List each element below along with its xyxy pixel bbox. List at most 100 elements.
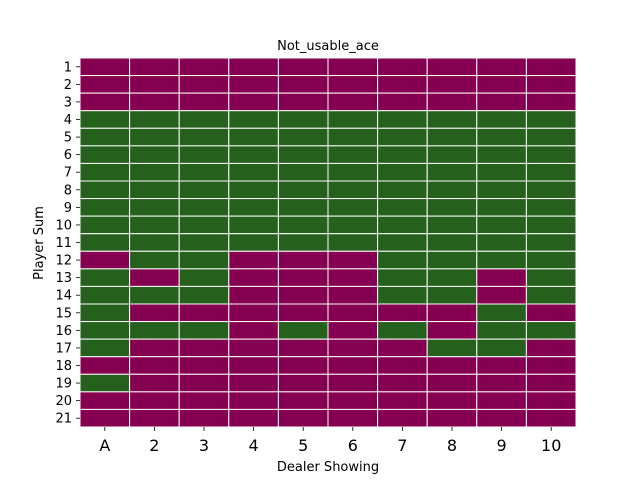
heatmap-cell xyxy=(178,110,230,129)
heatmap-cell xyxy=(426,75,478,94)
heatmap-cell xyxy=(476,303,527,323)
heatmap-cell xyxy=(377,75,428,94)
heatmap-cell xyxy=(228,233,279,252)
heatmap-cell xyxy=(228,303,279,323)
heatmap-cell xyxy=(327,285,379,305)
heatmap-cell xyxy=(129,250,180,270)
heatmap-cell xyxy=(327,92,379,112)
heatmap-cell xyxy=(476,127,527,147)
heatmap-cell xyxy=(327,162,379,182)
heatmap-cell xyxy=(525,92,577,112)
heatmap-cell xyxy=(228,321,279,340)
heatmap-cell xyxy=(228,215,279,235)
heatmap-cell xyxy=(476,180,527,200)
heatmap-cell xyxy=(277,198,329,217)
heatmap-cell xyxy=(79,356,131,375)
heatmap-cell xyxy=(327,57,379,77)
heatmap-cell xyxy=(476,268,527,287)
heatmap-cell xyxy=(79,338,131,358)
heatmap-cell xyxy=(178,303,230,323)
heatmap-cell xyxy=(129,391,180,410)
heatmap-cell xyxy=(129,92,180,112)
heatmap-cell xyxy=(178,162,230,182)
heatmap-cell xyxy=(476,110,527,129)
x-tick-label: 10 xyxy=(541,436,561,455)
heatmap-cell xyxy=(426,338,478,358)
heatmap-cell xyxy=(377,57,428,77)
heatmap-cell xyxy=(377,233,428,252)
heatmap-cell xyxy=(377,145,428,164)
heatmap-cell xyxy=(327,373,379,393)
heatmap-cell xyxy=(426,57,478,77)
heatmap-cell xyxy=(426,215,478,235)
heatmap-cell xyxy=(129,356,180,375)
heatmap-cell xyxy=(178,180,230,200)
heatmap-cell xyxy=(327,198,379,217)
heatmap-cell xyxy=(228,162,279,182)
heatmap-cell xyxy=(277,321,329,340)
heatmap-cell xyxy=(277,75,329,94)
heatmap-cell xyxy=(525,145,577,164)
heatmap-cell xyxy=(178,57,230,77)
heatmap-cell xyxy=(277,127,329,147)
heatmap-cell xyxy=(377,127,428,147)
heatmap-cell xyxy=(327,250,379,270)
heatmap-cell xyxy=(277,338,329,358)
heatmap-cell xyxy=(377,338,428,358)
heatmap-cell xyxy=(426,285,478,305)
heatmap-cell xyxy=(228,110,279,129)
heatmap-cell xyxy=(476,215,527,235)
y-tick-label: 16 xyxy=(55,324,72,339)
y-tick-label: 8 xyxy=(64,183,72,198)
heatmap-cell xyxy=(228,391,279,410)
heatmap-cell xyxy=(525,110,577,129)
heatmap-cell xyxy=(277,303,329,323)
y-tick-label: 12 xyxy=(55,254,72,269)
heatmap-cell xyxy=(79,373,131,393)
heatmap-cell xyxy=(525,162,577,182)
heatmap-cell xyxy=(228,198,279,217)
heatmap-cell xyxy=(525,356,577,375)
heatmap-cell xyxy=(277,268,329,287)
x-axis-title: Dealer Showing xyxy=(277,460,379,475)
heatmap-cell xyxy=(79,180,131,200)
heatmap-cell xyxy=(377,391,428,410)
heatmap-cell xyxy=(228,145,279,164)
heatmap-cell xyxy=(178,198,230,217)
heatmap-cell xyxy=(228,356,279,375)
heatmap-cell xyxy=(327,127,379,147)
heatmap-cell xyxy=(228,268,279,287)
heatmap-cell xyxy=(426,110,478,129)
heatmap-cell xyxy=(228,250,279,270)
heatmap-cell xyxy=(178,75,230,94)
x-tick-label: 5 xyxy=(298,436,308,455)
heatmap-cell xyxy=(525,285,577,305)
heatmap-cell xyxy=(426,250,478,270)
heatmap-cell xyxy=(129,215,180,235)
heatmap-cell xyxy=(129,408,180,428)
heatmap-cell xyxy=(277,408,329,428)
heatmap-cell xyxy=(228,57,279,77)
heatmap-cell xyxy=(178,338,230,358)
heatmap-cell xyxy=(476,338,527,358)
heatmap-cell xyxy=(129,127,180,147)
heatmap-cell xyxy=(377,303,428,323)
y-tick-label: 14 xyxy=(55,289,72,304)
heatmap-cell xyxy=(277,145,329,164)
y-tick-label: 2 xyxy=(64,78,72,93)
heatmap-cell xyxy=(129,180,180,200)
heatmap-cell xyxy=(327,180,379,200)
heatmap-cell xyxy=(178,356,230,375)
heatmap-cell xyxy=(79,233,131,252)
heatmap-cell xyxy=(79,250,131,270)
heatmap-cell xyxy=(327,338,379,358)
heatmap-cell xyxy=(79,145,131,164)
heatmap-cell xyxy=(277,233,329,252)
heatmap-cell xyxy=(327,233,379,252)
heatmap-cell xyxy=(79,391,131,410)
heatmap-cell xyxy=(426,373,478,393)
heatmap-cell xyxy=(525,198,577,217)
heatmap-cell xyxy=(327,408,379,428)
